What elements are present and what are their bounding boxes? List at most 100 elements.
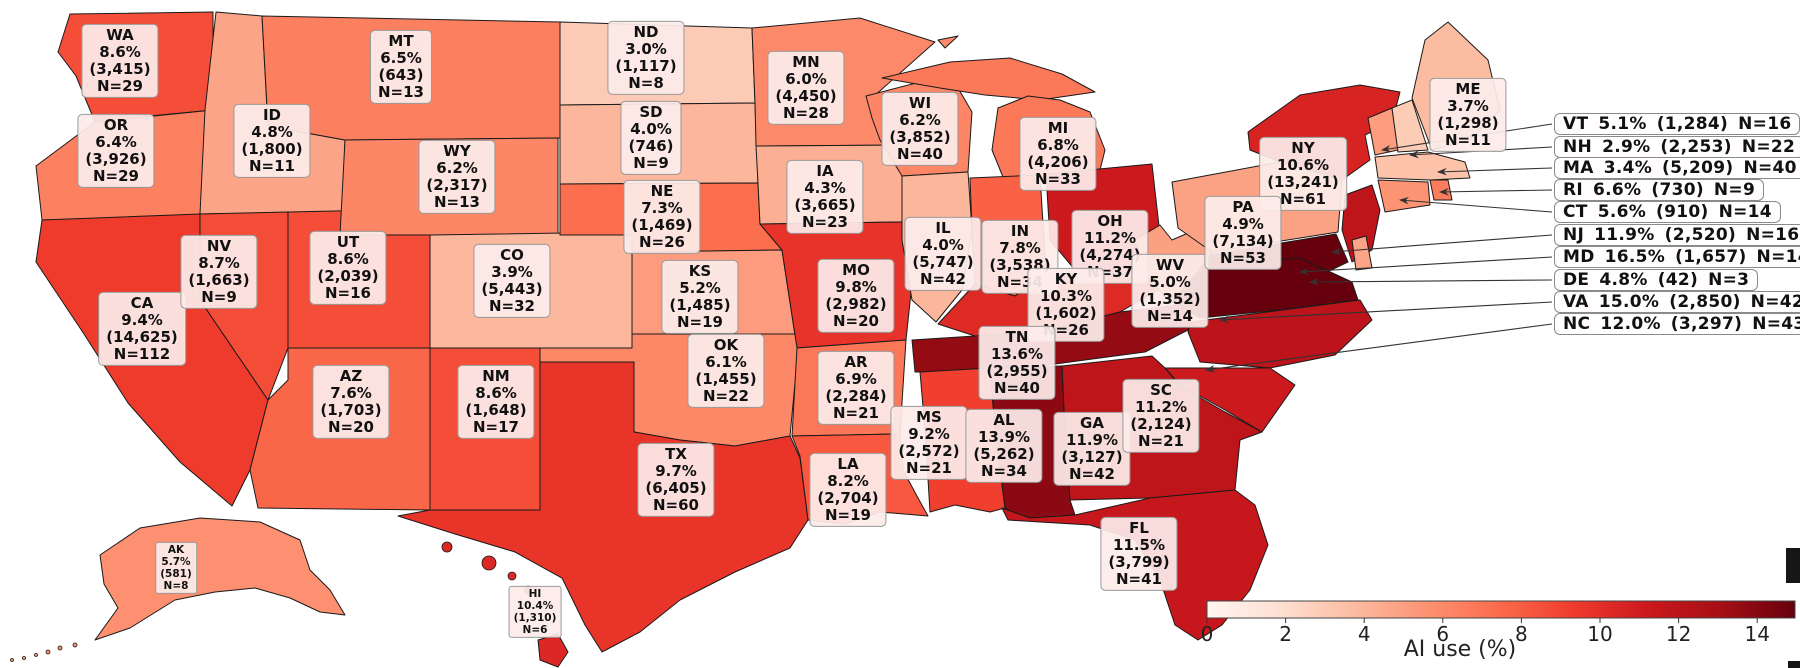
state-label-CO: CO 3.9% (5,443) N=32 xyxy=(473,243,551,319)
state-n: N=11 xyxy=(248,157,295,176)
state-abbr: WI xyxy=(908,93,932,112)
state-pct: 8.6% xyxy=(327,249,369,268)
state-sample: (5,443) xyxy=(481,280,543,298)
state-label-KS: KS 5.2% (1,485) N=19 xyxy=(661,259,739,335)
state-island-AK xyxy=(22,656,26,660)
state-n: N=29 xyxy=(96,77,143,96)
callout-row-NH: NH 2.9% (2,253) N=22 xyxy=(1554,136,1800,158)
state-shape-RI xyxy=(1429,179,1453,201)
state-island-AK xyxy=(57,645,63,651)
callout-row-VT: VT 5.1% (1,284) N=16 xyxy=(1554,113,1800,135)
state-abbr: SD xyxy=(639,102,663,121)
state-label-AZ: AZ 7.6% (1,703) N=20 xyxy=(312,364,390,440)
state-abbr: DE xyxy=(1563,270,1590,290)
state-sample: (1,455) xyxy=(695,370,757,388)
state-sample: (2,982) xyxy=(825,295,887,313)
state-pct: 9.7% xyxy=(655,461,697,480)
colorbar-tick-label: 12 xyxy=(1666,622,1691,646)
state-sample: (2,955) xyxy=(986,362,1048,380)
state-abbr: WY xyxy=(443,141,471,160)
state-pct: 6.5% xyxy=(380,48,422,67)
colorbar-tick-label: 2 xyxy=(1279,622,1292,646)
callout-arrow-MA xyxy=(1436,167,1553,176)
state-sample: (2,317) xyxy=(426,176,488,194)
states-layer xyxy=(10,11,1501,668)
state-abbr: TX xyxy=(665,444,687,463)
state-label-MN: MN 6.0% (4,450) N=28 xyxy=(767,50,845,126)
state-abbr: CO xyxy=(500,245,524,264)
state-shape-AK xyxy=(94,517,346,641)
state-abbr: AZ xyxy=(339,366,363,385)
state-sample: (4,450) xyxy=(775,87,837,105)
state-sample: (730) xyxy=(1651,180,1704,200)
state-pct: 11.5% xyxy=(1112,535,1166,554)
state-label-AR: AR 6.9% (2,284) N=21 xyxy=(817,350,895,426)
callout-row-RI: RI 6.6% (730) N=9 xyxy=(1554,179,1765,201)
state-pct: 8.6% xyxy=(475,383,517,402)
state-label-CA: CA 9.4% (14,625) N=112 xyxy=(98,291,186,367)
state-sample: (2,124) xyxy=(1130,415,1192,433)
state-sample: (3,926) xyxy=(85,150,147,168)
state-pct: 4.8% xyxy=(251,122,293,141)
state-abbr: FL xyxy=(1129,518,1149,537)
callout-row-DE: DE 4.8% (42) N=3 xyxy=(1554,269,1759,291)
state-sample: (643) xyxy=(378,66,424,84)
state-n: N=9 xyxy=(1713,180,1756,200)
state-n: N=42 xyxy=(1068,465,1115,484)
state-pct: 4.3% xyxy=(804,178,846,197)
state-n: N=14 xyxy=(1146,307,1193,326)
state-label-IL: IL 4.0% (5,747) N=42 xyxy=(904,216,982,292)
state-sample: (3,297) xyxy=(1670,314,1743,334)
state-sample: (1,352) xyxy=(1139,290,1201,308)
state-island-HI xyxy=(481,555,497,571)
state-pct: 7.3% xyxy=(641,198,683,217)
state-pct: 12.0% xyxy=(1600,314,1661,334)
state-pct: 5.7% xyxy=(161,555,191,568)
state-n: N=43 xyxy=(1752,314,1800,334)
state-pct: 6.9% xyxy=(835,369,877,388)
state-pct: 16.5% xyxy=(1604,247,1666,267)
state-abbr: IN xyxy=(1010,221,1030,240)
state-pct: 7.8% xyxy=(999,238,1041,257)
state-sample: (2,572) xyxy=(898,442,960,460)
callout-arrow-RI xyxy=(1438,187,1553,196)
state-n: N=13 xyxy=(378,83,424,102)
state-sample: (1,469) xyxy=(631,216,693,234)
state-sample: (6,405) xyxy=(645,479,707,497)
state-sample: (3,415) xyxy=(89,60,151,78)
state-sample: (746) xyxy=(628,137,674,155)
state-sample: (1,703) xyxy=(320,401,382,419)
state-pct: 3.9% xyxy=(491,262,533,281)
state-sample: (910) xyxy=(1656,202,1709,222)
state-sample: (42) xyxy=(1657,270,1699,290)
state-label-SD: SD 4.0% (746) N=9 xyxy=(620,100,682,176)
state-sample: (3,852) xyxy=(889,128,951,146)
state-label-UT: UT 8.6% (2,039) N=16 xyxy=(309,230,387,306)
colorbar-ticks: 0 2 4 6 8 10 12 14 xyxy=(1201,618,1770,646)
state-sample: (4,274) xyxy=(1079,246,1141,264)
callout-row-MD: MD 16.5% (1,657) N=14 xyxy=(1554,246,1800,268)
state-label-MO: MO 9.8% (2,982) N=20 xyxy=(817,258,895,334)
state-n: N=8 xyxy=(628,74,664,93)
colorbar-tick-label: 14 xyxy=(1744,622,1769,646)
state-pct: 6.1% xyxy=(705,352,747,371)
state-abbr: NC xyxy=(1563,314,1591,334)
state-n: N=3 xyxy=(1708,270,1750,290)
state-abbr: AL xyxy=(993,410,1015,429)
state-shape-MN xyxy=(937,35,959,49)
state-label-TN: TN 13.6% (2,955) N=40 xyxy=(978,325,1056,401)
state-sample: (5,747) xyxy=(912,253,974,271)
state-abbr: VA xyxy=(1563,292,1589,312)
state-n: N=17 xyxy=(472,418,519,437)
state-pct: 6.6% xyxy=(1593,180,1642,200)
state-abbr: ID xyxy=(262,105,282,124)
state-sample: (2,704) xyxy=(817,489,879,507)
state-abbr: MT xyxy=(388,31,414,50)
state-sample: (1,663) xyxy=(188,271,250,289)
state-abbr: KY xyxy=(1054,269,1078,288)
state-sample: (581) xyxy=(160,568,192,580)
state-label-TX: TX 9.7% (6,405) N=60 xyxy=(637,442,715,518)
state-pct: 7.6% xyxy=(330,383,372,402)
state-shape-CT xyxy=(1377,179,1431,213)
state-pct: 4.0% xyxy=(922,235,964,254)
